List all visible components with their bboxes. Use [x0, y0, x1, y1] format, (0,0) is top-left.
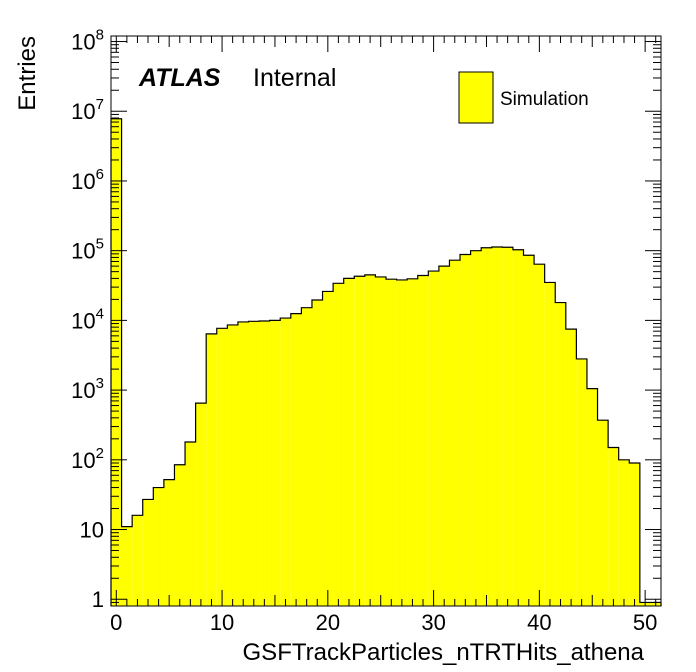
histogram-bar [396, 279, 408, 606]
histogram-bar [248, 321, 260, 606]
histogram-bar [153, 487, 164, 606]
histogram-bar [608, 447, 619, 606]
histogram-bar [142, 499, 154, 606]
histogram-bar [428, 271, 439, 606]
histogram-bar [121, 526, 133, 606]
histogram-bar [555, 302, 566, 606]
histogram-bar [502, 247, 513, 606]
histogram-bar [364, 274, 376, 606]
histogram-bar [227, 324, 238, 606]
y-axis-title: Entries [14, 36, 41, 111]
histogram-bar [629, 463, 640, 606]
histogram-bar [438, 266, 450, 606]
internal-label: Internal [253, 64, 336, 92]
histogram-bar [311, 300, 323, 606]
histogram-bar [544, 282, 556, 606]
legend-label: Simulation [500, 89, 589, 110]
histogram-bar [290, 313, 302, 606]
x-tick-label: 0 [110, 610, 122, 635]
y-tick-label: 10 [80, 518, 104, 543]
histogram-bar [216, 328, 228, 606]
axis-ticks [111, 36, 661, 607]
x-tick-label: 20 [316, 610, 340, 635]
histogram-bar [534, 264, 545, 606]
x-tick-label: 50 [633, 610, 657, 635]
y-tick-label: 102 [71, 445, 104, 473]
histogram-bar [576, 358, 587, 606]
tick-labels: 0 10 20 30 40 50 1 10 102 103 104 105 106 107 108 [71, 27, 657, 635]
histogram-bar [407, 278, 418, 606]
x-tick-label: 40 [527, 610, 551, 635]
histogram-bar [386, 279, 397, 606]
histogram-bar [565, 329, 577, 606]
plot-frame [110, 35, 662, 607]
histogram-bar [132, 515, 143, 606]
x-tick-label: 10 [210, 610, 234, 635]
x-axis-title: GSFTrackParticles_nTRTHits_athena [243, 639, 645, 666]
histogram-bar [195, 403, 207, 606]
histogram-bar [597, 420, 609, 606]
y-tick-label: 1 [92, 587, 104, 612]
y-tick-label: 108 [71, 27, 104, 55]
histogram-bar [163, 479, 175, 606]
histogram-bar [491, 246, 503, 606]
histogram-bar [280, 318, 291, 606]
histogram-bar [301, 307, 312, 606]
histogram-bar [333, 283, 344, 606]
histogram-bar [269, 320, 281, 606]
histogram-bar [259, 320, 270, 606]
histogram-bar [185, 442, 196, 606]
histogram-bar [523, 255, 535, 606]
histogram-bar [449, 260, 461, 606]
histogram-bar [586, 388, 598, 606]
y-tick-label: 103 [71, 375, 104, 403]
histogram-bar [206, 333, 217, 606]
y-tick-label: 105 [71, 236, 104, 264]
histogram-bar [470, 250, 482, 606]
histogram-bar [237, 321, 249, 606]
histogram-bar [481, 247, 492, 607]
histogram-bars [110, 118, 662, 607]
histogram-outline [110, 118, 662, 606]
histogram-bar [354, 276, 365, 606]
y-tick-label: 104 [71, 305, 104, 333]
x-tick-label: 30 [421, 610, 445, 635]
histogram-bar [111, 118, 122, 606]
histogram-bar [460, 254, 471, 606]
y-tick-label: 106 [71, 166, 104, 194]
atlas-label: ATLAS [138, 64, 221, 92]
legend-swatch [458, 71, 494, 124]
histogram-bar [174, 464, 186, 606]
histogram-bar [343, 278, 355, 606]
histogram-bar [618, 459, 630, 606]
histogram-bar [417, 275, 429, 606]
histogram-bar [375, 276, 386, 606]
y-tick-label: 107 [71, 96, 104, 124]
histogram-bar [512, 249, 524, 606]
histogram-bar [322, 291, 334, 606]
